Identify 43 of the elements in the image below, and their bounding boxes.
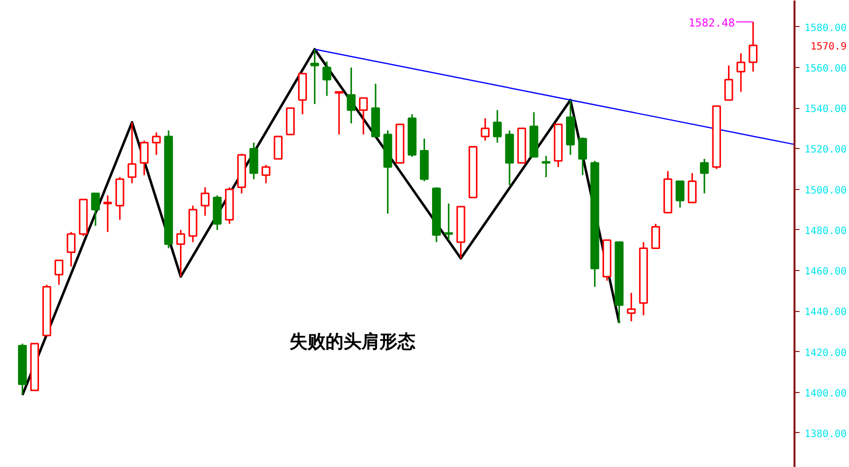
y-tick-label: 1560.00 (804, 64, 847, 75)
y-tick-label: 1540.00 (804, 104, 847, 116)
candlestick (724, 64, 734, 101)
candlestick (359, 97, 368, 136)
y-tick-label: 1440.00 (804, 307, 847, 318)
candlestick (91, 192, 100, 227)
candlestick (626, 292, 636, 322)
candlestick (651, 223, 660, 249)
candlestick (676, 180, 684, 208)
candlestick (54, 260, 64, 286)
candlestick (274, 136, 283, 160)
candlestick (334, 91, 344, 136)
candlestick (700, 158, 709, 194)
text: 1570.9 (810, 41, 847, 52)
y-tick-label: 1500.00 (804, 185, 847, 196)
y-tick-label: 1480.00 (804, 226, 847, 237)
candlestick (152, 132, 161, 156)
candlestick (578, 136, 588, 176)
candlestick (310, 48, 320, 105)
y-tick-label: 1400.00 (804, 388, 847, 400)
y-tick-label: 1380.00 (804, 428, 847, 440)
candlestick (200, 186, 210, 216)
y-tick-label: 1420.00 (804, 348, 847, 359)
candlestick (140, 140, 149, 176)
candlestick (542, 155, 550, 178)
candlestick (176, 229, 186, 278)
y-tick-label: 1520.00 (804, 144, 847, 156)
candlestick (322, 60, 332, 97)
candlestick (492, 109, 502, 144)
candlestick (66, 231, 76, 268)
candlestick (346, 66, 356, 124)
y-tick-label: 1460.00 (804, 266, 847, 278)
candlestick (736, 52, 746, 93)
candlestick (128, 122, 136, 184)
candlestick (688, 172, 697, 204)
annotation: 失败的头肩形态 (289, 331, 416, 352)
candlestick (444, 202, 454, 241)
y-tick-label: 1580.00 (804, 22, 847, 34)
candlestick (480, 118, 490, 142)
candlestick (262, 164, 270, 184)
candlestick (103, 194, 112, 233)
candlestick (748, 21, 758, 72)
annotation: 1582.48 (688, 16, 735, 30)
